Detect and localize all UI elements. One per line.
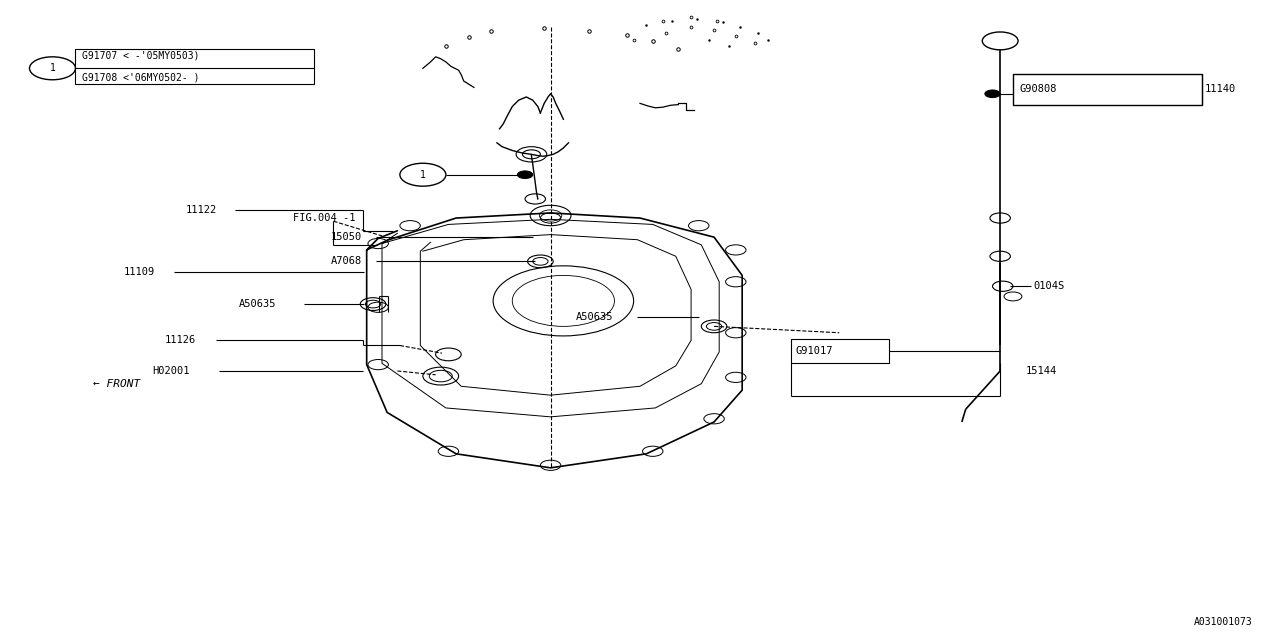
- Text: A031001073: A031001073: [1194, 617, 1253, 627]
- Text: G91017: G91017: [796, 346, 833, 356]
- Text: G91708 <'06MY0502- ): G91708 <'06MY0502- ): [82, 73, 200, 83]
- Text: FIG.004 -1: FIG.004 -1: [293, 213, 355, 223]
- Text: 1: 1: [50, 63, 55, 74]
- Circle shape: [517, 171, 532, 179]
- Text: ← FRONT: ← FRONT: [93, 379, 141, 388]
- Text: 15050: 15050: [332, 232, 362, 242]
- Text: 11109: 11109: [124, 268, 155, 277]
- Text: 15144: 15144: [1025, 366, 1057, 376]
- Text: H02001: H02001: [152, 366, 189, 376]
- FancyBboxPatch shape: [1012, 74, 1202, 104]
- Text: 11122: 11122: [186, 205, 216, 216]
- FancyBboxPatch shape: [76, 49, 315, 84]
- Text: 11140: 11140: [1204, 84, 1235, 94]
- Text: 0104S: 0104S: [1033, 281, 1065, 291]
- Text: 1: 1: [420, 170, 426, 180]
- Circle shape: [984, 90, 1000, 98]
- Text: G90808: G90808: [1019, 84, 1057, 94]
- FancyBboxPatch shape: [791, 339, 890, 364]
- Text: A50635: A50635: [239, 299, 276, 309]
- Text: A50635: A50635: [576, 312, 613, 323]
- Text: A7068: A7068: [332, 257, 362, 266]
- Text: 11126: 11126: [165, 335, 196, 346]
- Text: G91707 < -'05MY0503): G91707 < -'05MY0503): [82, 51, 200, 61]
